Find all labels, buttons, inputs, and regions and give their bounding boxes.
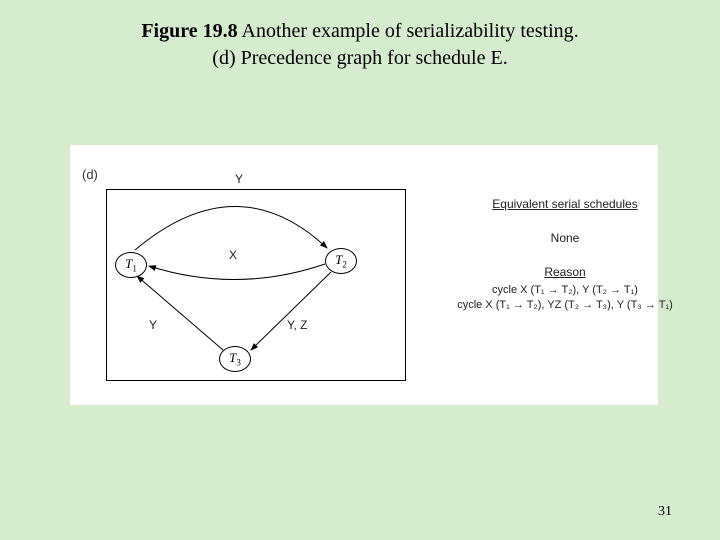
edge-label-x: X bbox=[229, 248, 237, 262]
caption-text-1: Another example of serializability testi… bbox=[238, 20, 579, 42]
node-label: T1 bbox=[125, 256, 137, 274]
edge-t1-t2 bbox=[135, 206, 327, 250]
edge-t2-t3 bbox=[251, 272, 331, 350]
equivalent-value: None bbox=[430, 231, 700, 245]
caption-line-1: Figure 19.8 Another example of serializa… bbox=[0, 18, 720, 45]
cycle-line: cycle X (T₁ → T₂), Y (T₂ → T₁) bbox=[430, 283, 700, 298]
subfigure-label: (d) bbox=[82, 167, 98, 182]
equivalent-header: Equivalent serial schedules bbox=[492, 197, 637, 211]
reason-cycles: cycle X (T₁ → T₂), Y (T₂ → T₁) cycle X (… bbox=[430, 283, 700, 313]
schedule-info: Equivalent serial schedules None Reason … bbox=[430, 197, 700, 313]
node-label: T3 bbox=[229, 350, 241, 368]
edge-label-y-top: Y bbox=[235, 172, 243, 186]
page-number: 31 bbox=[658, 504, 672, 520]
figure-number: Figure 19.8 bbox=[141, 20, 237, 42]
edge-t2-t1 bbox=[149, 264, 325, 280]
diagram-panel: (d) T1 T2 T3 Y X Y Y, Z Equivalent seria… bbox=[70, 145, 658, 405]
node-t2: T2 bbox=[325, 248, 357, 274]
caption-line-2: (d) Precedence graph for schedule E. bbox=[0, 45, 720, 72]
edge-t3-t1 bbox=[137, 276, 223, 350]
graph-edges bbox=[107, 190, 407, 382]
edge-label-y-left: Y bbox=[149, 318, 157, 332]
node-t3: T3 bbox=[219, 346, 251, 372]
figure-caption: Figure 19.8 Another example of serializa… bbox=[0, 0, 720, 72]
reason-header: Reason bbox=[544, 265, 585, 279]
edge-label-yz: Y, Z bbox=[287, 318, 307, 332]
precedence-graph: T1 T2 T3 Y X Y Y, Z bbox=[106, 189, 406, 381]
node-t1: T1 bbox=[115, 252, 147, 278]
cycle-line: cycle X (T₁ → T₂), YZ (T₂ → T₃), Y (T₃ →… bbox=[430, 298, 700, 313]
node-label: T2 bbox=[335, 252, 347, 270]
